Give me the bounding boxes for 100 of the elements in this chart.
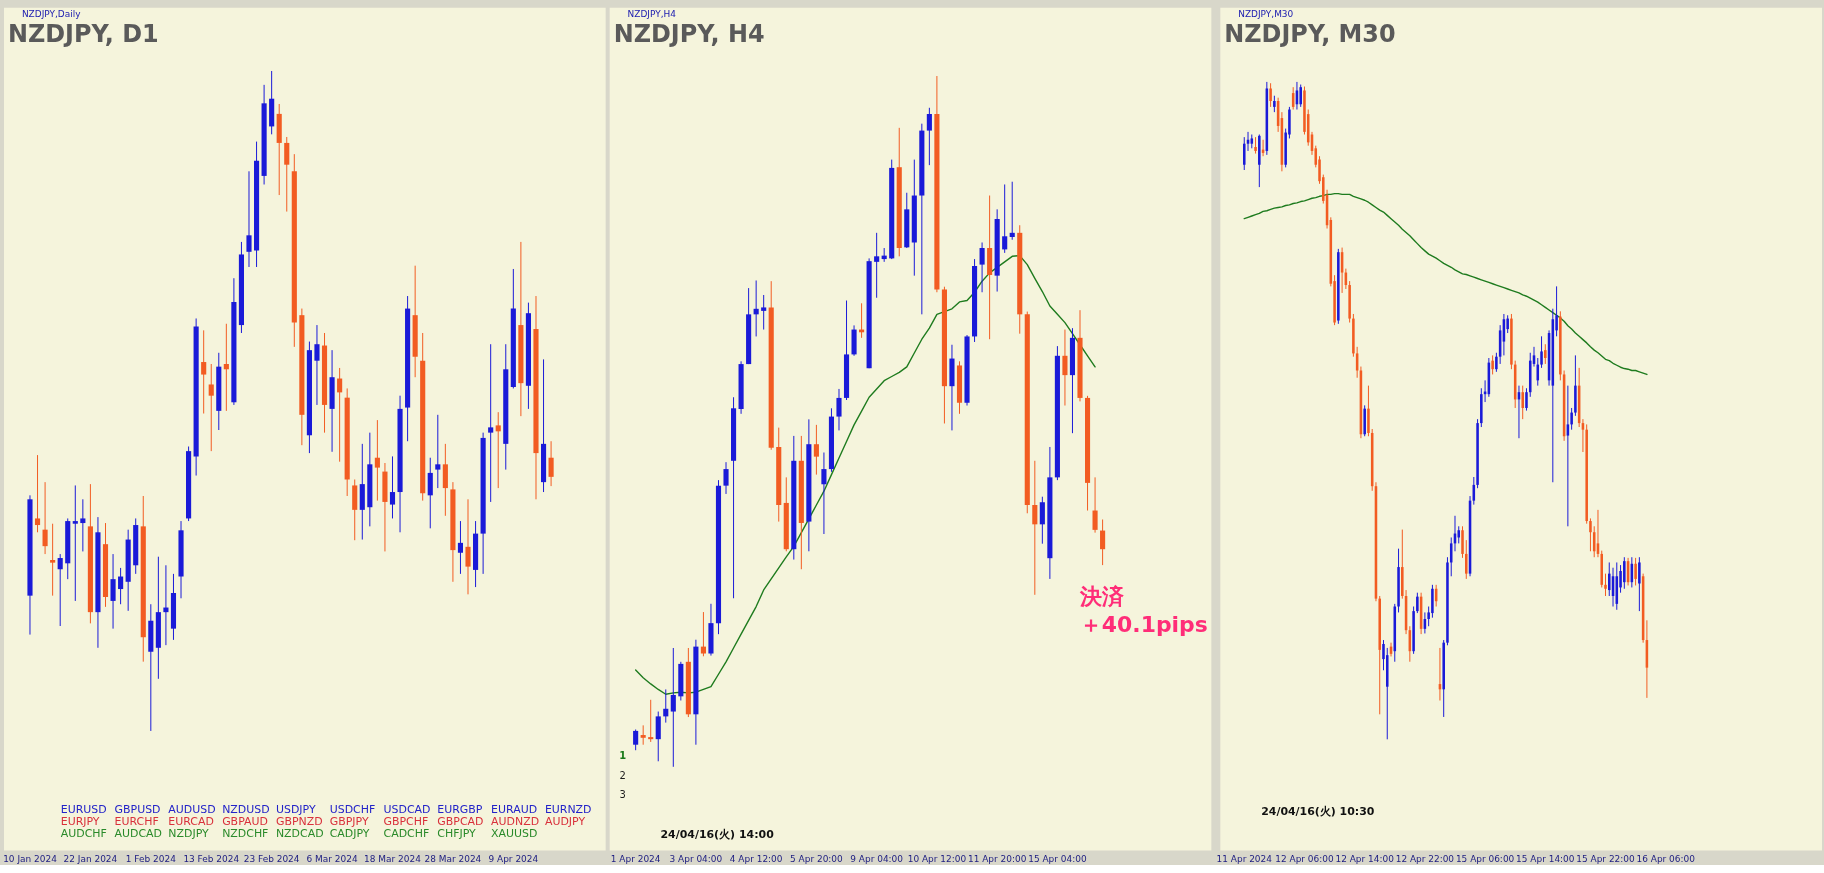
candlestick (495, 411, 501, 489)
candlestick (1589, 517, 1592, 552)
chart-subtitle: NZDJPY,H4 (627, 8, 677, 19)
x-tick-label: 10 Apr 12:00 (907, 853, 967, 864)
candlestick (427, 457, 433, 529)
candlestick (1032, 460, 1038, 596)
candlestick (1039, 496, 1045, 545)
candlestick (80, 498, 86, 552)
candlestick (1525, 387, 1528, 412)
text: AUDCHF (60, 827, 107, 841)
text: EURNZD (544, 802, 592, 816)
text: EURCAD (168, 814, 214, 828)
candlestick (1623, 556, 1626, 590)
candlestick (435, 414, 441, 489)
text: AUDJPY (544, 814, 586, 828)
x-tick-label: 10 Jan 2024 (3, 853, 58, 864)
candlestick (1002, 183, 1008, 254)
candlestick (979, 242, 985, 293)
candlestick (700, 611, 706, 657)
candlestick (488, 343, 494, 503)
candlestick (1461, 525, 1464, 559)
candlestick (57, 553, 63, 627)
x-tick-label: 28 Mar 2024 (424, 853, 482, 864)
x-tick-label: 15 Apr 04:00 (1028, 853, 1087, 864)
candlestick (118, 567, 124, 605)
text: GBPUSD (114, 802, 161, 816)
x-tick-label: 1 Feb 2024 (125, 853, 177, 864)
text: AUDNZD (491, 814, 540, 828)
x-tick-label: 12 Apr 06:00 (1275, 853, 1334, 864)
text: EURCHF (114, 814, 159, 828)
candlestick (42, 481, 48, 555)
text: 24/04/16(火) 14:00 (660, 828, 775, 842)
text: EURUSD (60, 802, 107, 816)
candlestick (110, 553, 116, 630)
candlestick (208, 363, 214, 452)
x-tick-label: 3 Apr 04:00 (669, 853, 723, 864)
x-tick-label: 12 Apr 22:00 (1395, 853, 1455, 864)
candlestick (821, 452, 827, 535)
text: EURJPY (60, 814, 100, 828)
candlestick (1540, 335, 1543, 369)
x-tick-label: 22 Jan 2024 (63, 853, 118, 864)
text: EURAUD (491, 802, 538, 816)
candlestick (1242, 136, 1246, 171)
x-tick-label: 16 Apr 06:00 (1636, 853, 1696, 864)
text: USDCHF (329, 802, 376, 816)
x-tick-label: 13 Feb 2024 (183, 853, 240, 864)
candlestick (648, 699, 654, 743)
chart-title: NZDJPY, M30 (1224, 20, 1396, 49)
text: GBPCHF (383, 814, 429, 828)
text: XAUUSD (491, 827, 538, 841)
x-tick-label: 15 Apr 06:00 (1455, 853, 1515, 864)
candlestick (1465, 539, 1468, 580)
text: NZDCHF (222, 827, 269, 841)
x-tick-label: 18 Mar 2024 (364, 853, 422, 864)
text: 24/04/16(火) 10:30 (1261, 804, 1375, 818)
text: AUDUSD (168, 802, 216, 816)
text: CADJPY (329, 827, 370, 841)
candlestick (813, 424, 819, 476)
candlestick (874, 232, 880, 299)
candlestick (34, 454, 41, 533)
candlestick (337, 367, 343, 463)
x-tick-label: 15 Apr 14:00 (1516, 853, 1575, 864)
candlestick (50, 523, 56, 597)
text: GBPCAD (437, 814, 484, 828)
candlestick (314, 324, 320, 406)
candlestick (374, 419, 380, 502)
x-tick-label: 15 Apr 22:00 (1576, 853, 1635, 864)
candlestick (663, 688, 669, 724)
candlestick (633, 729, 639, 751)
chart-title: NZDJPY, D1 (7, 20, 159, 49)
candlestick (1491, 354, 1494, 375)
x-tick-label: 12 Apr 14:00 (1335, 853, 1395, 864)
text: AUDCAD (114, 827, 163, 841)
text: NZDUSD (222, 802, 270, 816)
candlestick (1638, 556, 1641, 612)
candlestick (442, 443, 448, 517)
candlestick (723, 461, 729, 495)
candlestick (389, 455, 396, 519)
candlestick (1269, 82, 1272, 108)
text: 1 (619, 749, 627, 761)
candlestick (836, 388, 842, 431)
x-tick-label: 1 Apr 2024 (610, 853, 661, 864)
candlestick (465, 498, 471, 595)
candlestick (1092, 476, 1098, 534)
x-tick-label: 5 Apr 20:00 (790, 853, 844, 864)
x-tick-label: 6 Mar 2024 (306, 853, 358, 864)
candlestick (926, 107, 932, 166)
text: GBPJPY (329, 814, 369, 828)
candlestick (1009, 181, 1015, 241)
candlestick (1604, 573, 1607, 597)
candlestick (1416, 592, 1419, 614)
text: GBPNZD (275, 814, 323, 828)
candlestick (1521, 385, 1524, 420)
candlestick (1299, 84, 1302, 108)
text: CHFJPY (437, 827, 477, 841)
candlestick (640, 724, 646, 746)
candlestick (761, 294, 767, 331)
candlestick (1062, 329, 1068, 407)
candlestick (223, 323, 229, 412)
text: EURGBP (437, 802, 483, 816)
